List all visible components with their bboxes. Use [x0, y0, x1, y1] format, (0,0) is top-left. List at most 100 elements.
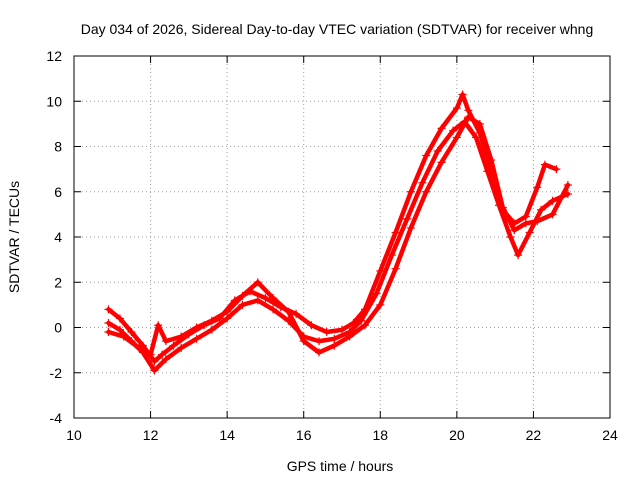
data-point-marker — [150, 357, 159, 366]
data-point-marker — [253, 296, 262, 305]
data-point-marker — [115, 314, 124, 323]
data-point-marker — [483, 167, 492, 176]
data-point-marker — [458, 90, 467, 99]
data-point-marker — [177, 343, 186, 352]
data-point-marker — [315, 348, 324, 357]
data-point-marker — [207, 316, 216, 325]
data-series — [104, 90, 572, 375]
data-point-marker — [146, 350, 155, 359]
data-point-marker — [115, 325, 124, 334]
data-point-marker — [376, 300, 385, 309]
data-point-marker — [391, 264, 400, 273]
data-point-marker — [330, 341, 339, 350]
data-point-marker — [437, 158, 446, 167]
data-point-marker — [238, 291, 247, 300]
data-point-marker — [161, 355, 170, 364]
data-point-marker — [338, 325, 346, 334]
data-point-marker — [548, 210, 557, 219]
data-point-marker — [464, 113, 473, 122]
y-tick-label: 4 — [54, 229, 62, 245]
data-point-marker — [158, 350, 167, 359]
x-tick-label: 14 — [219, 427, 235, 443]
data-point-marker — [307, 321, 316, 330]
data-point-marker — [104, 305, 113, 314]
x-tick-label: 18 — [372, 427, 388, 443]
data-point-marker — [292, 309, 301, 318]
y-tick-label: 6 — [54, 184, 62, 200]
series-line — [106, 92, 559, 364]
data-point-marker — [475, 119, 484, 128]
series-line — [106, 119, 571, 373]
y-axis-label: SDTVAR / TECUs — [6, 181, 22, 293]
y-tick-label: 2 — [54, 274, 62, 290]
data-point-marker — [514, 251, 523, 260]
data-point-marker — [192, 323, 201, 332]
data-point-marker — [223, 314, 232, 323]
data-point-marker — [452, 133, 461, 142]
data-point-marker — [315, 337, 324, 346]
data-point-marker — [119, 332, 128, 341]
data-point-marker — [223, 307, 232, 316]
data-point-marker — [418, 178, 427, 187]
data-point-marker — [322, 328, 331, 337]
data-point-marker — [330, 334, 339, 343]
data-point-marker — [521, 219, 530, 228]
data-point-marker — [127, 328, 136, 337]
data-point-marker — [533, 183, 542, 192]
data-point-marker — [449, 126, 458, 135]
y-tick-label: 8 — [54, 139, 62, 155]
data-point-marker — [104, 328, 113, 337]
data-point-marker — [154, 321, 163, 330]
data-point-marker — [169, 341, 178, 350]
series-track-2 — [104, 117, 572, 375]
data-point-marker — [406, 223, 415, 232]
data-point-marker — [269, 305, 278, 314]
chart-title: Day 034 of 2026, Sidereal Day-to-day VTE… — [81, 21, 594, 37]
data-point-marker — [261, 294, 270, 303]
series-line — [106, 114, 571, 357]
series-track-1 — [104, 90, 561, 366]
data-point-marker — [376, 266, 385, 275]
x-tick-label: 20 — [449, 427, 465, 443]
data-point-marker — [510, 226, 519, 235]
data-point-marker — [357, 316, 366, 325]
data-point-marker — [269, 294, 278, 303]
data-point-marker — [345, 332, 354, 341]
data-point-marker — [253, 278, 262, 287]
data-point-marker — [207, 325, 216, 334]
x-tick-label: 10 — [66, 427, 82, 443]
data-point-marker — [238, 300, 247, 309]
x-tick-label: 12 — [143, 427, 159, 443]
data-point-marker — [135, 343, 144, 352]
data-point-marker — [192, 334, 201, 343]
x-tick-label: 22 — [526, 427, 542, 443]
data-point-marker — [548, 196, 557, 205]
data-point-marker — [161, 337, 170, 346]
data-point-marker — [104, 318, 113, 327]
data-point-marker — [387, 251, 396, 260]
data-point-marker — [525, 228, 534, 237]
data-point-marker — [372, 289, 381, 298]
data-point-marker — [150, 366, 159, 375]
y-tick-label: 10 — [46, 93, 62, 109]
data-point-marker — [537, 205, 546, 214]
data-point-marker — [487, 156, 496, 165]
data-point-marker — [521, 212, 530, 221]
y-tick-label: -4 — [50, 410, 63, 426]
x-tick-label: 24 — [602, 427, 618, 443]
data-point-marker — [452, 104, 461, 113]
data-point-marker — [563, 180, 572, 189]
x-tick-label: 16 — [296, 427, 312, 443]
y-tick-label: 12 — [46, 48, 62, 64]
y-tick-label: 0 — [54, 320, 62, 336]
data-point-marker — [403, 214, 412, 223]
data-point-marker — [177, 332, 186, 341]
data-point-marker — [360, 321, 369, 330]
y-tick-label: -2 — [50, 365, 63, 381]
data-point-marker — [437, 124, 446, 133]
data-point-marker — [406, 187, 415, 196]
data-point-marker — [464, 106, 473, 115]
data-point-marker — [391, 228, 400, 237]
